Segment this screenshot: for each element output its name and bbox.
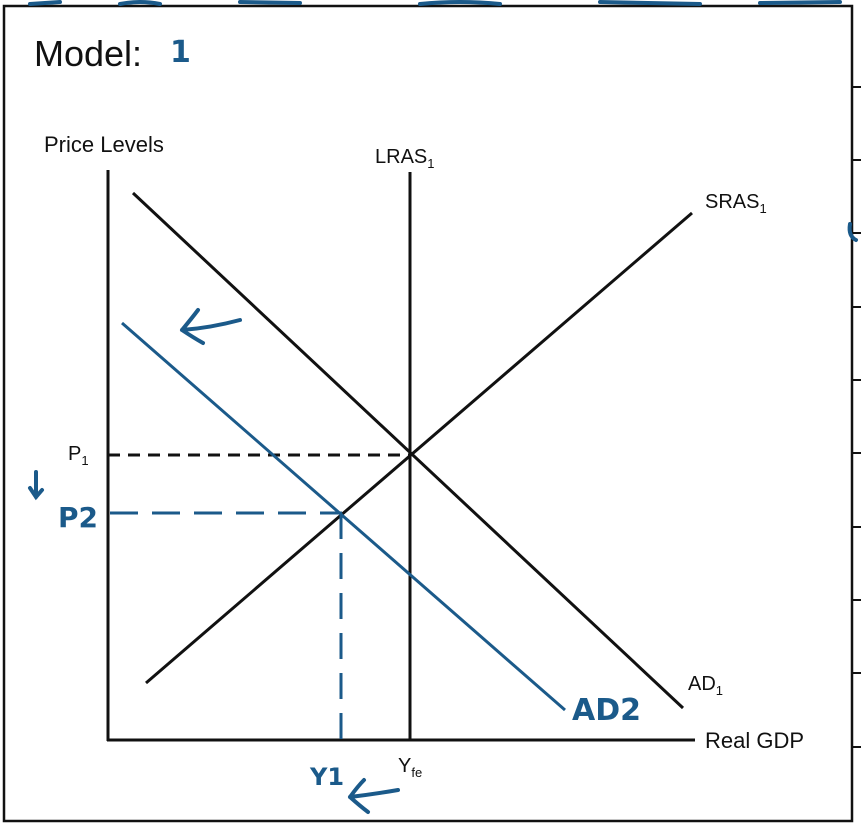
ad2-curve	[121, 321, 566, 712]
price-down-arrow-icon	[28, 470, 44, 501]
yfe-label: Yfe	[398, 755, 422, 780]
ad1-curve	[131, 191, 685, 710]
handwriting-fragment-right	[847, 222, 858, 242]
y1-label: Y1	[309, 763, 344, 791]
x-axis-label: Real GDP	[705, 728, 804, 753]
lras-label: LRAS1	[375, 146, 434, 171]
shift-left-arrow-icon	[180, 308, 242, 345]
ad1-label: AD1	[688, 673, 723, 698]
p2-label: P2	[58, 501, 98, 534]
handwriting-fragment-top	[28, 0, 842, 6]
diagram-frame	[2, 4, 854, 823]
model-label: Model:	[34, 33, 142, 74]
ad2-label: AD2	[572, 693, 641, 728]
y-axis-label: Price Levels	[44, 132, 164, 157]
sras-label: SRAS1	[705, 191, 767, 216]
sras-curve	[145, 211, 693, 685]
output-left-arrow-icon	[348, 778, 400, 814]
model-number: 1	[170, 35, 191, 70]
paper-edge-ticks	[852, 86, 861, 748]
p1-label: P1	[68, 443, 89, 468]
